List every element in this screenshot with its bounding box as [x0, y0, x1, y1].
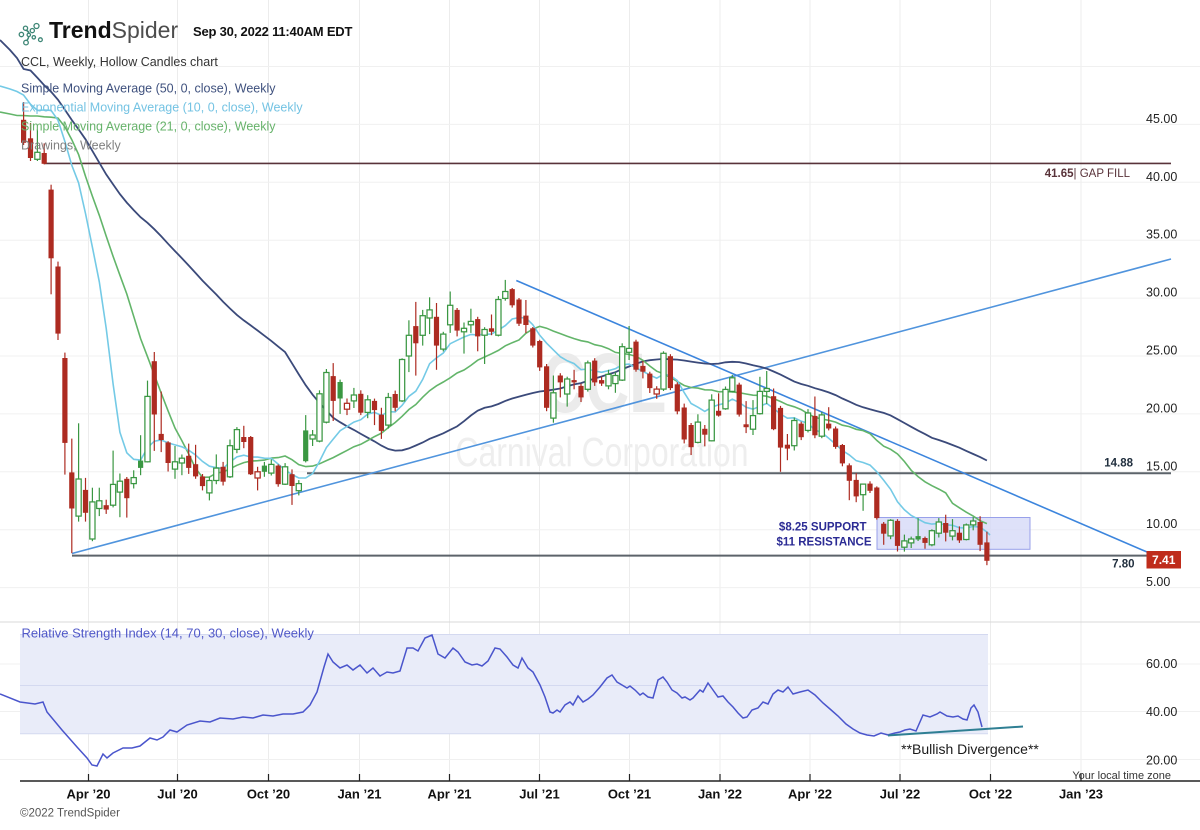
- svg-text:35.00: 35.00: [1146, 228, 1177, 242]
- svg-text:25.00: 25.00: [1146, 344, 1177, 358]
- svg-text:TrendSpider: TrendSpider: [49, 17, 178, 43]
- svg-text:5.00: 5.00: [1146, 575, 1170, 589]
- svg-text:20.00: 20.00: [1146, 401, 1177, 415]
- svg-text:60.00: 60.00: [1146, 657, 1177, 671]
- svg-text:©2022 TrendSpider: ©2022 TrendSpider: [20, 808, 120, 820]
- svg-text:Jul ’20: Jul ’20: [157, 787, 197, 802]
- svg-text:Jul ’22: Jul ’22: [880, 787, 920, 802]
- svg-text:Jan ’21: Jan ’21: [337, 787, 381, 802]
- svg-text:Jan ’22: Jan ’22: [698, 787, 742, 802]
- svg-text:Oct ’22: Oct ’22: [969, 787, 1012, 802]
- svg-text:20.00: 20.00: [1146, 753, 1177, 767]
- svg-text:Exponential Moving Average (10: Exponential Moving Average (10, 0, close…: [21, 101, 303, 115]
- svg-text:Jul ’21: Jul ’21: [519, 787, 559, 802]
- svg-text:15.00: 15.00: [1146, 459, 1177, 473]
- svg-text:Apr ’21: Apr ’21: [427, 787, 471, 802]
- svg-text:Your local time zone: Your local time zone: [1072, 770, 1171, 782]
- svg-text:Apr ’20: Apr ’20: [66, 787, 110, 802]
- svg-text:Simple Moving Average (50, 0,: Simple Moving Average (50, 0, close), We…: [21, 82, 276, 96]
- svg-text:Oct ’21: Oct ’21: [608, 787, 651, 802]
- svg-text:7.41: 7.41: [1152, 553, 1176, 567]
- svg-text:Oct ’20: Oct ’20: [247, 787, 290, 802]
- svg-text:7.80: 7.80: [1112, 559, 1134, 571]
- svg-text:$8.25 SUPPORT: $8.25 SUPPORT: [779, 522, 867, 534]
- svg-text:41.65| GAP FILL: 41.65| GAP FILL: [1045, 168, 1131, 180]
- svg-text:45.00: 45.00: [1146, 112, 1177, 126]
- svg-text:40.00: 40.00: [1146, 705, 1177, 719]
- svg-text:14.88: 14.88: [1104, 458, 1133, 470]
- svg-text:30.00: 30.00: [1146, 286, 1177, 300]
- svg-text:CCL, Weekly, Hollow Candles ch: CCL, Weekly, Hollow Candles chart: [21, 55, 218, 69]
- svg-text:Jan ’23: Jan ’23: [1059, 787, 1103, 802]
- svg-text:Simple Moving Average (21, 0,: Simple Moving Average (21, 0, close), We…: [21, 120, 276, 134]
- svg-text:Relative Strength Index (14, 7: Relative Strength Index (14, 70, 30, clo…: [22, 626, 315, 641]
- svg-text:**Bullish Divergence**: **Bullish Divergence**: [901, 741, 1039, 757]
- svg-text:10.00: 10.00: [1146, 517, 1177, 531]
- svg-text:40.00: 40.00: [1146, 170, 1177, 184]
- svg-text:$11 RESISTANCE: $11 RESISTANCE: [776, 537, 871, 549]
- svg-text:Sep 30, 2022 11:40AM EDT: Sep 30, 2022 11:40AM EDT: [193, 24, 352, 39]
- svg-text:Drawings, Weekly: Drawings, Weekly: [21, 139, 122, 153]
- svg-text:Apr ’22: Apr ’22: [788, 787, 832, 802]
